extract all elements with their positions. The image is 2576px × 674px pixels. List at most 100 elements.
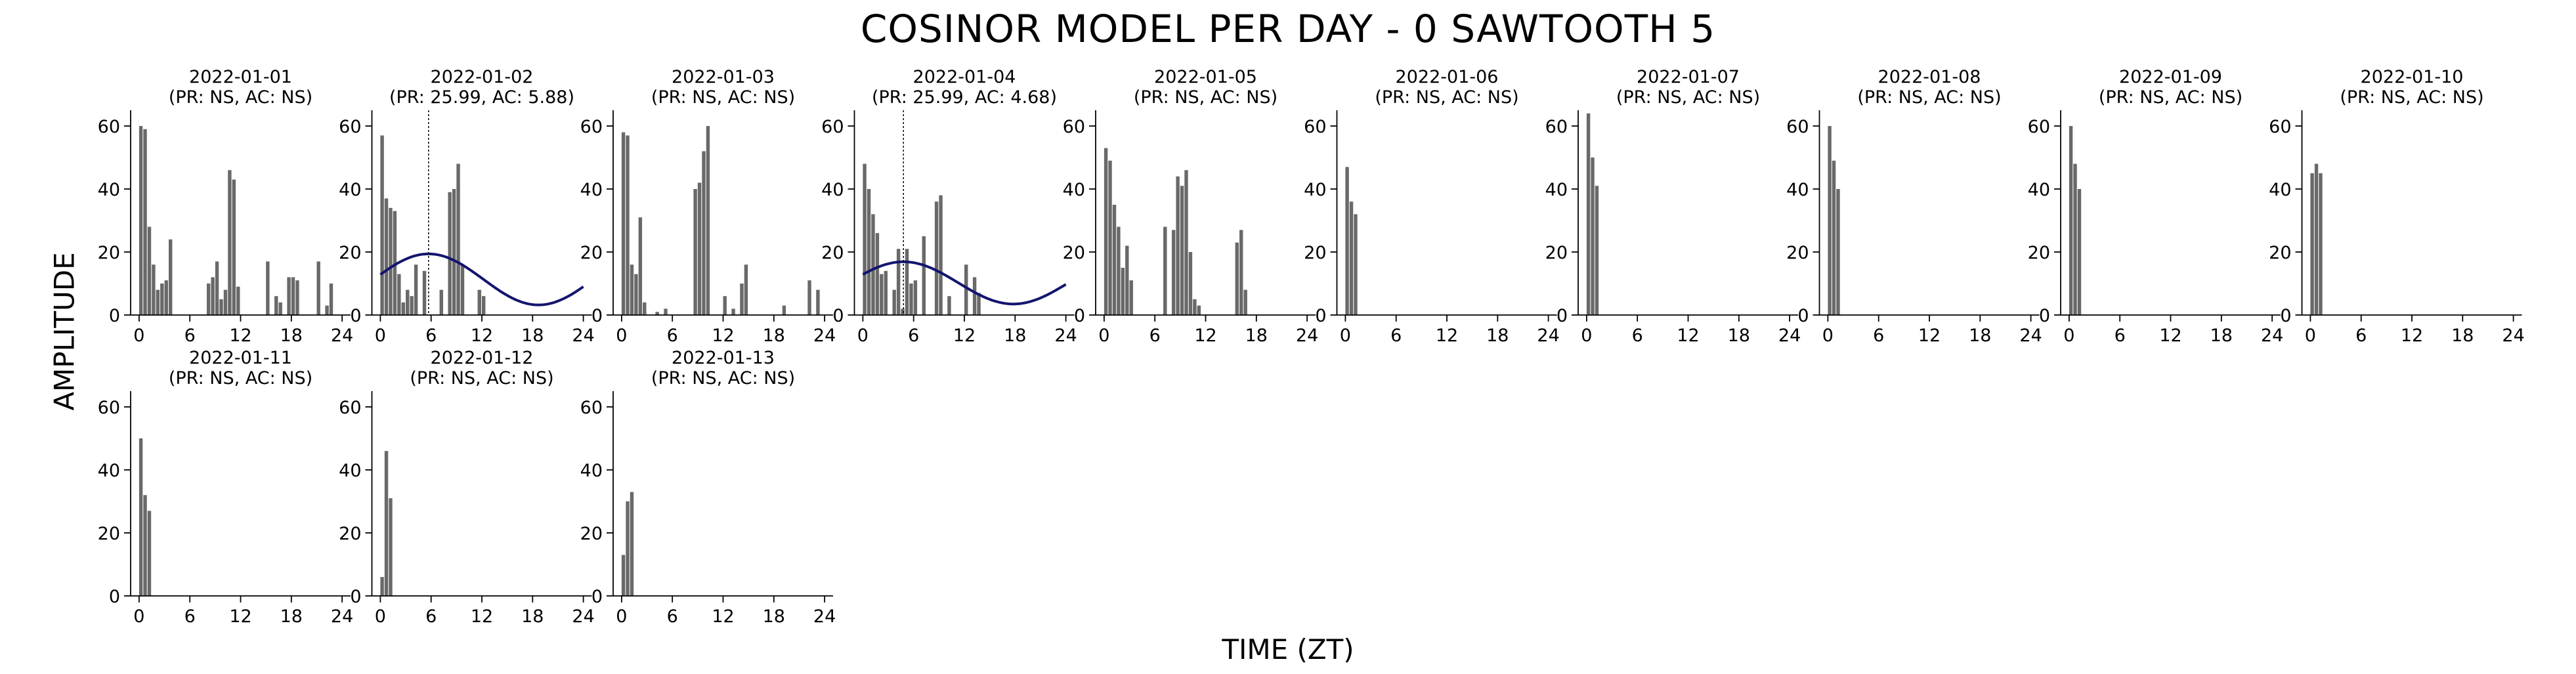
bar [410,296,414,315]
panel-date: 2022-01-03 [672,67,775,87]
bar [232,179,236,315]
y-tick-label: 60 [339,398,361,418]
x-tick-label: 24 [331,326,353,346]
y-tick-label: 40 [98,461,120,481]
bar [287,277,291,315]
bar [1171,230,1176,315]
bar [329,284,333,315]
y-tick-label: 20 [1304,243,1326,263]
y-tick-label: 40 [1786,180,1809,200]
bar [389,498,393,596]
bar [143,495,147,596]
bar [1193,299,1197,315]
bar [482,296,486,315]
bar [384,451,389,596]
bar [964,264,968,315]
bar [630,264,634,315]
bar [744,264,748,315]
x-tick-label: 24 [331,606,353,627]
bar [406,289,410,315]
bar [863,163,867,315]
panel-stats: (PR: 25.99, AC: 5.88) [389,87,574,108]
bar [2077,189,2082,315]
bar [807,280,811,315]
y-tick-label: 40 [339,461,361,481]
day-panel: 2022-01-10(PR: NS, AC: NS) 0 6 12 18 24 0 20 40 6… [2269,67,2525,346]
bar [977,293,981,315]
y-tick-label: 0 [1556,306,1568,326]
x-tick-label: 6 [1632,326,1643,346]
x-tick-label: 0 [133,326,144,346]
bar [422,270,427,315]
y-tick-label: 20 [821,243,844,263]
panel-stats: (PR: NS, AC: NS) [1616,87,1760,108]
y-tick-label: 20 [339,524,361,544]
bar [905,249,909,315]
y-tick-label: 60 [1545,117,1568,137]
y-tick-label: 60 [580,117,603,137]
y-tick-label: 0 [1797,306,1809,326]
bar [740,284,744,315]
x-tick-label: 12 [1436,326,1458,346]
bar [630,492,634,596]
bar [384,198,389,315]
x-tick-label: 12 [712,606,734,627]
x-tick-label: 12 [471,326,493,346]
bar [439,289,443,315]
x-tick-label: 0 [1581,326,1592,346]
panel-date: 2022-01-01 [189,67,292,87]
x-tick-label: 24 [572,606,594,627]
panel-date: 2022-01-11 [189,348,292,368]
bar [380,135,384,315]
bar [782,305,786,315]
y-tick-label: 20 [1786,243,1809,263]
x-tick-label: 0 [857,326,869,346]
bar [223,289,228,315]
y-tick-label: 60 [1063,117,1085,137]
y-tick-label: 20 [98,243,120,263]
bar [206,284,211,315]
y-tick-label: 20 [2269,243,2291,263]
x-tick-label: 18 [280,606,303,627]
bar [626,501,630,596]
x-tick-label: 12 [471,606,493,627]
bar [626,135,630,315]
x-tick-label: 12 [2401,326,2423,346]
x-tick-label: 6 [425,326,437,346]
bar [139,438,143,596]
x-tick-label: 6 [425,606,437,627]
y-tick-label: 60 [339,117,361,137]
bar [880,274,884,315]
bar [1180,186,1184,315]
x-tick-label: 6 [908,326,919,346]
x-tick-label: 6 [2114,326,2126,346]
x-tick-label: 6 [184,606,196,627]
x-tick-label: 24 [1054,326,1077,346]
bar [913,280,918,315]
x-tick-label: 0 [1822,326,1834,346]
bar [1108,160,1112,315]
y-tick-label: 20 [339,243,361,263]
y-tick-label: 40 [1304,180,1326,200]
bar [1345,167,1349,315]
bar [160,284,164,315]
y-tick-label: 0 [591,306,603,326]
y-tick-label: 20 [580,243,603,263]
bar [1836,189,1840,315]
x-tick-label: 18 [1728,326,1750,346]
bar [325,305,329,315]
bar [1129,280,1133,315]
x-tick-label: 24 [1296,326,1318,346]
day-panel: 2022-01-11(PR: NS, AC: NS) 0 6 12 18 24 0 20 40 6… [98,348,354,627]
day-panel: 2022-01-09(PR: NS, AC: NS) 0 6 12 18 24 0 20 40 6… [2028,67,2284,346]
bar [460,264,465,315]
panel-stats: (PR: NS, AC: NS) [2340,87,2483,108]
bar [274,296,278,315]
day-panel: 2022-01-02(PR: 25.99, AC: 5.88) 0 6 12 18 24 0… [339,67,595,346]
y-tick-label: 0 [109,306,120,326]
day-panel: 2022-01-03(PR: NS, AC: NS) 0 6 12 18 24 0 20 40 6… [580,67,836,346]
y-tick-label: 60 [1304,117,1326,137]
x-tick-label: 18 [763,606,785,627]
y-tick-label: 20 [98,524,120,544]
